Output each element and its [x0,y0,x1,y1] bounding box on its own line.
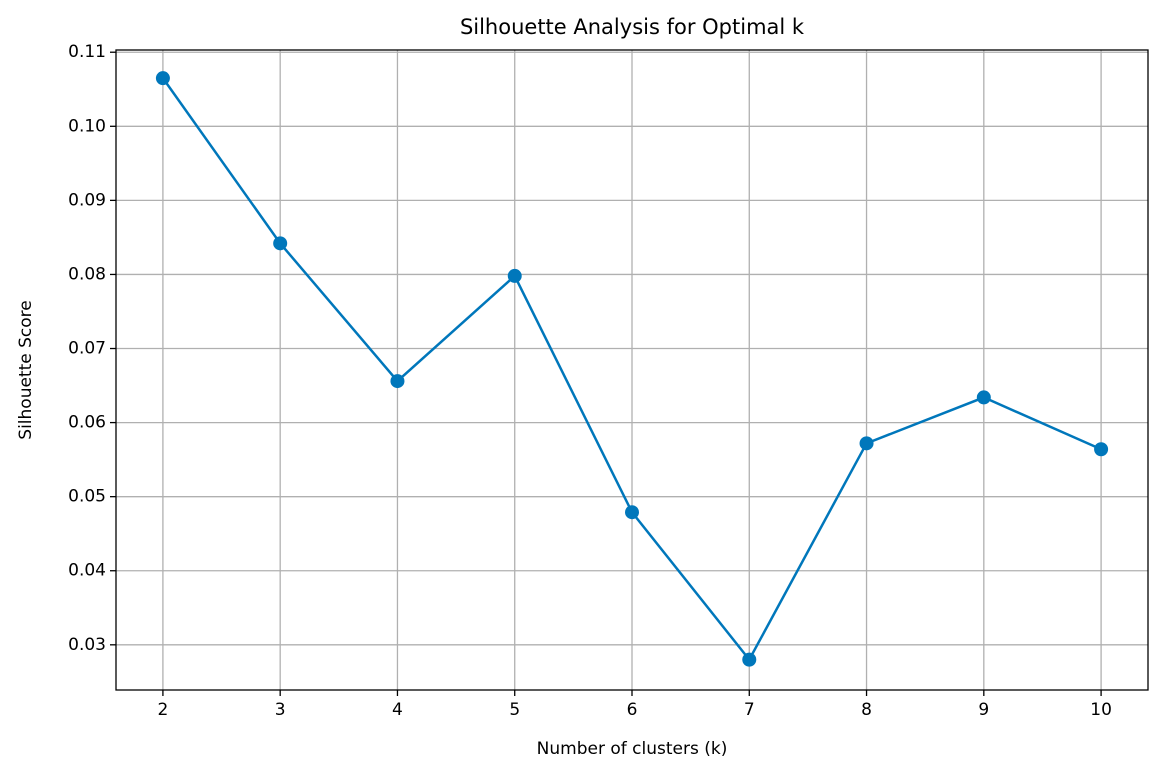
data-point [273,236,288,251]
chart-title: Silhouette Analysis for Optimal k [460,15,805,39]
data-point [507,268,522,283]
y-tick-label: 0.11 [68,42,106,62]
data-point [1094,442,1109,457]
y-tick-label: 0.05 [68,487,106,507]
y-tick-label: 0.10 [68,116,106,136]
x-tick-label: 3 [275,700,286,720]
y-tick-label: 0.08 [68,264,106,284]
x-tick-label: 8 [861,700,872,720]
x-tick-label: 9 [978,700,989,720]
y-tick-label: 0.03 [68,635,106,655]
x-tick-label: 5 [509,700,520,720]
y-tick-label: 0.06 [68,413,106,433]
x-tick-label: 6 [627,700,638,720]
data-point [625,505,639,520]
data-point [976,390,991,405]
y-tick-label: 0.07 [68,339,106,359]
data-point [390,374,405,389]
x-tick-label: 7 [744,700,755,720]
plot-frame [115,49,1149,691]
x-tick-label: 4 [392,700,403,720]
y-axis-label: Silhouette Score [16,300,36,439]
data-point [155,71,170,86]
x-axis-label: Number of clusters (k) [537,739,728,759]
y-tick-label: 0.04 [68,561,106,581]
x-tick-label: 2 [157,700,168,720]
y-tick-label: 0.09 [68,190,106,210]
data-point [742,652,757,667]
data-point [859,436,874,451]
x-tick-label: 10 [1090,700,1112,720]
